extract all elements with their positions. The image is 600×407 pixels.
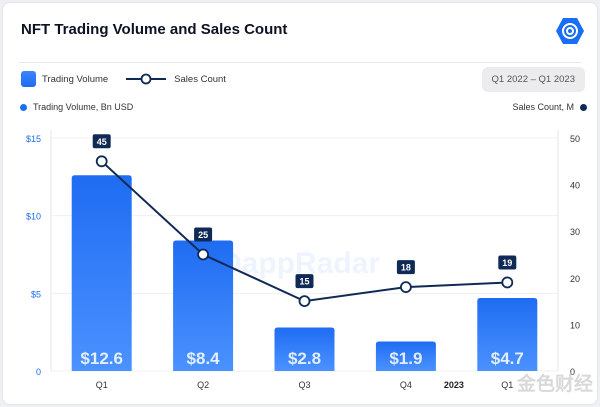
bar-data-label: $4.7	[491, 349, 524, 368]
x-tick-label: Q3	[298, 380, 310, 390]
right-axis-title: Sales Count, M	[512, 102, 587, 112]
right-tick-label: 20	[570, 274, 580, 284]
right-tick-label: 0	[570, 367, 575, 377]
x-tick-label: Q4	[400, 380, 412, 390]
legend-bar-label: Trading Volume	[42, 73, 109, 85]
left-tick-label: $5	[31, 289, 41, 299]
line-label-box	[92, 134, 111, 149]
legend-line-label: Sales Count	[174, 73, 226, 85]
right-tick-label: 10	[570, 320, 580, 330]
line-label-box	[498, 255, 517, 270]
divider	[19, 62, 581, 63]
date-range-button[interactable]: Q1 2022 – Q1 2023	[481, 67, 585, 92]
x-tick-label: Q1	[96, 380, 108, 390]
bar-4	[477, 297, 538, 371]
left-axis-title: Trading Volume, Bn USD	[20, 102, 133, 112]
line-label-box	[396, 260, 415, 275]
line-label-box	[194, 227, 213, 242]
line-data-label: 19	[502, 258, 512, 268]
left-axis-label: Trading Volume, Bn USD	[33, 102, 134, 112]
page-title: NFT Trading Volume and Sales Count	[21, 21, 288, 38]
bar-data-label: $8.4	[187, 349, 221, 368]
bar-2	[274, 327, 335, 371]
line-point-2	[298, 295, 311, 308]
line-point-0	[95, 155, 108, 168]
legend: Trading Volume Sales Count	[21, 71, 226, 87]
line-data-label: 15	[299, 277, 309, 287]
left-tick-label: $15	[26, 134, 41, 144]
bar-0	[71, 175, 132, 371]
legend-bar-swatch	[21, 71, 36, 87]
right-axis-label: Sales Count, M	[512, 102, 574, 112]
corner-watermark: 金色财经	[517, 374, 594, 395]
line-data-label: 25	[198, 230, 208, 240]
bar-data-label: $2.8	[288, 349, 321, 368]
legend-line-icon	[126, 73, 167, 85]
bar-1	[173, 240, 234, 371]
bar-data-label: $12.6	[80, 349, 123, 368]
x-tick-label: Q2	[197, 380, 209, 390]
year-label: 2023	[444, 380, 464, 390]
line-data-label: 18	[401, 263, 411, 273]
right-tick-label: 50	[570, 134, 580, 144]
chart-plot: 0$5$10$1501020304050DappRadar$12.6Q1$8.4…	[26, 130, 580, 390]
line-point-3	[399, 281, 412, 294]
bar-3	[375, 341, 436, 371]
right-tick-label: 40	[570, 181, 580, 191]
line-point-1	[197, 248, 210, 261]
left-tick-label: 0	[36, 367, 41, 377]
line-point-4	[501, 276, 514, 289]
dappradar-logo-icon	[556, 18, 584, 44]
x-tick-label: Q1	[501, 380, 513, 390]
bar-data-label: $1.9	[389, 349, 422, 368]
left-tick-label: $10	[26, 212, 41, 222]
right-tick-label: 30	[570, 227, 580, 237]
line-label-box	[295, 274, 314, 289]
line-data-label: 45	[97, 137, 107, 147]
